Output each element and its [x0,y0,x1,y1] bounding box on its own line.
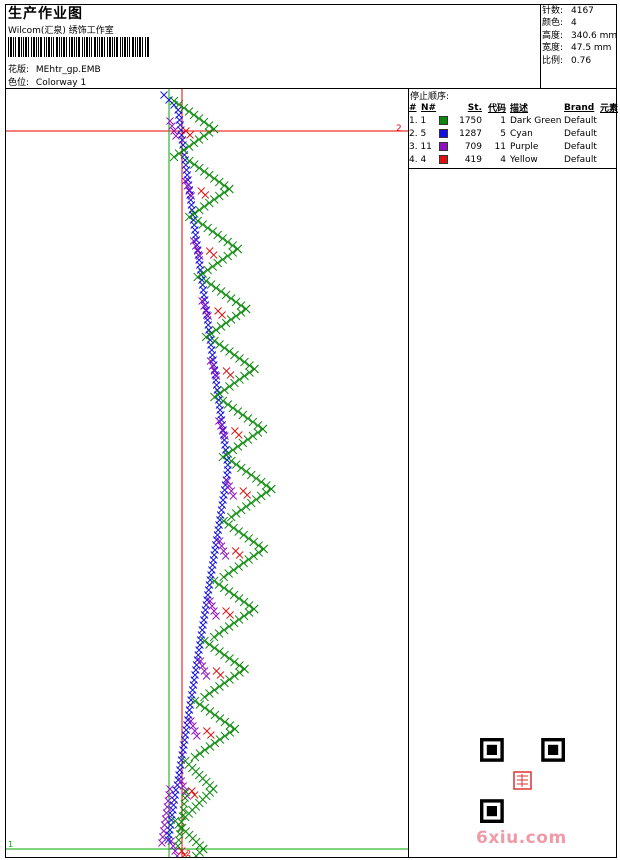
color-row: 3. 11 709 11 Purple Default [409,140,618,153]
colors-value: 4 [571,18,577,29]
pattern-value: MEhtr_gp.EMB [35,65,101,75]
color-swatch-cell [439,140,452,153]
color-row-seq: 1. 1 [409,115,427,126]
color-sequence-table: # N# St. 代码 描述 Brand 元素 1. 1 1750 1 Dark Gr… [409,101,618,166]
col-brand-header: Brand [564,102,595,113]
color-row-code: 5 [500,128,506,139]
header-divider-vertical [540,4,541,89]
color-swatch-cell [439,153,452,166]
col-element-header: 元素 [600,104,619,114]
color-row-element [600,140,618,153]
height-value: 340.6 mm [571,30,618,41]
pattern-info: 花版: MEhtr_gp.EMB [8,62,101,75]
stitches-value: 4167 [571,6,594,16]
color-row: 4. 4 419 4 Yellow Default [409,153,618,166]
qr-code [480,738,565,823]
color-row: 2. 5 1287 5 Cyan Default [409,127,618,140]
colorway-value: Colorway 1 [35,78,87,88]
page-title: 生产作业图 [8,6,83,22]
width-value: 47.5 mm [571,43,612,54]
color-row-element [600,127,618,140]
col-seq-header: # [409,102,417,113]
scale-value: 0.76 [571,55,592,66]
col-code-header: 代码 [487,104,506,114]
color-row-seq: 4. 4 [409,154,427,165]
stitches-label: 针数: [542,6,564,16]
color-swatch [439,128,448,138]
color-row-code: 1 [500,115,506,126]
panel-divider-vertical [408,88,409,858]
design-stats: 针数: 4167 颜色: 4 高度: 340.6 mm 宽度: 47.5 mm 比例: 0… [542,5,617,67]
color-table-divider [408,168,617,169]
color-row-stitches: 1750 [459,115,482,126]
watermark: 6xiu.com [476,828,567,848]
color-row: 1. 1 1750 1 Dark Green Default [409,114,618,127]
pattern-label: 花版: [8,65,30,75]
color-row-seq: 3. 11 [409,141,432,152]
col-stitches-header: St. [467,102,482,113]
embroidery-stitches [158,91,276,857]
color-row-stitches: 1287 [459,128,482,139]
color-row-desc: Cyan [510,128,533,139]
color-row-seq: 2. 5 [409,128,427,139]
guide-label-bottom-center: 2 [186,849,191,857]
col-desc-header: 描述 [510,104,529,114]
col-swatch-header [439,101,452,114]
color-row-code: 11 [494,141,506,152]
color-swatch [439,115,448,125]
col-n-header: N# [421,102,437,113]
header-divider-horizontal [5,88,617,89]
color-swatch [439,154,448,164]
color-row-brand: Default [564,128,597,139]
barcode [8,37,149,57]
guide-label-top-right: 2 [396,124,402,134]
color-row-code: 4 [500,154,506,165]
color-swatch-cell [439,114,452,127]
guide-label-bottom-left: 1 [8,840,13,849]
color-row-element [600,114,618,127]
color-row-desc: Dark Green [510,115,562,126]
color-row-brand: Default [564,115,597,126]
width-label: 宽度: [542,43,564,54]
colorway-label: 色位: [8,78,30,88]
color-swatch-cell [439,127,452,140]
stop-sequence-title: 停止顺序: [410,92,450,102]
color-row-stitches: 419 [464,154,482,165]
embroidery-canvas: 2 1 2 [6,89,408,857]
color-row-element [600,153,618,166]
color-row-desc: Purple [510,141,539,152]
color-row-desc: Yellow [510,154,538,165]
company-name: Wilcom(汇泉) 绣饰工作室 [8,26,114,36]
color-row-brand: Default [564,141,597,152]
color-row-stitches: 709 [464,141,482,152]
page-frame [5,4,617,858]
color-swatch [439,141,448,151]
colors-label: 颜色: [542,18,564,29]
scale-label: 比例: [542,55,564,66]
color-table-header: # N# St. 代码 描述 Brand 元素 [409,101,619,115]
colorway-info: 色位: Colorway 1 [8,75,86,88]
color-row-brand: Default [564,154,597,165]
height-label: 高度: [542,30,564,41]
